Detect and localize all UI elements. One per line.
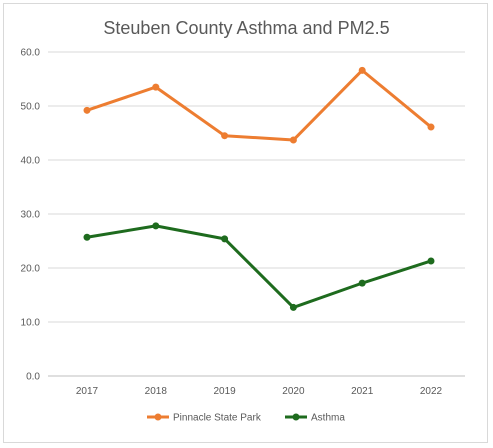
y-tick-label: 30.0 [21,210,41,221]
legend-label: Pinnacle State Park [173,413,262,424]
data-point [289,136,297,144]
x-tick-label: 2021 [351,386,374,397]
x-tick-label: 2022 [420,386,443,397]
y-tick-label: 20.0 [21,264,41,275]
x-tick-label: 2020 [282,386,305,397]
x-tick-label: 2019 [213,386,236,397]
data-point [152,222,160,230]
legend-marker [154,413,162,421]
data-point [358,279,366,287]
data-point [289,303,297,311]
data-point [83,106,91,114]
y-tick-label: 60.0 [21,48,41,59]
series-line-0 [85,68,433,142]
data-point [221,132,229,140]
data-point [427,257,435,265]
data-point [152,83,160,91]
chart-frame: Steuben County Asthma and PM2.5 [3,3,488,443]
data-point [427,123,435,131]
x-tick-label: 2018 [145,386,168,397]
data-point [83,233,91,241]
data-point [358,66,366,74]
x-tick-label: 2017 [76,386,99,397]
y-tick-label: 0.0 [26,372,40,383]
legend-label: Asthma [311,413,345,424]
series-line-1 [85,224,433,309]
chart-title: Steuben County Asthma and PM2.5 [103,18,390,38]
data-point [221,235,229,243]
y-tick-label: 40.0 [21,156,41,167]
legend-marker [292,413,300,421]
y-tick-label: 10.0 [21,318,41,329]
y-tick-label: 50.0 [21,102,41,113]
